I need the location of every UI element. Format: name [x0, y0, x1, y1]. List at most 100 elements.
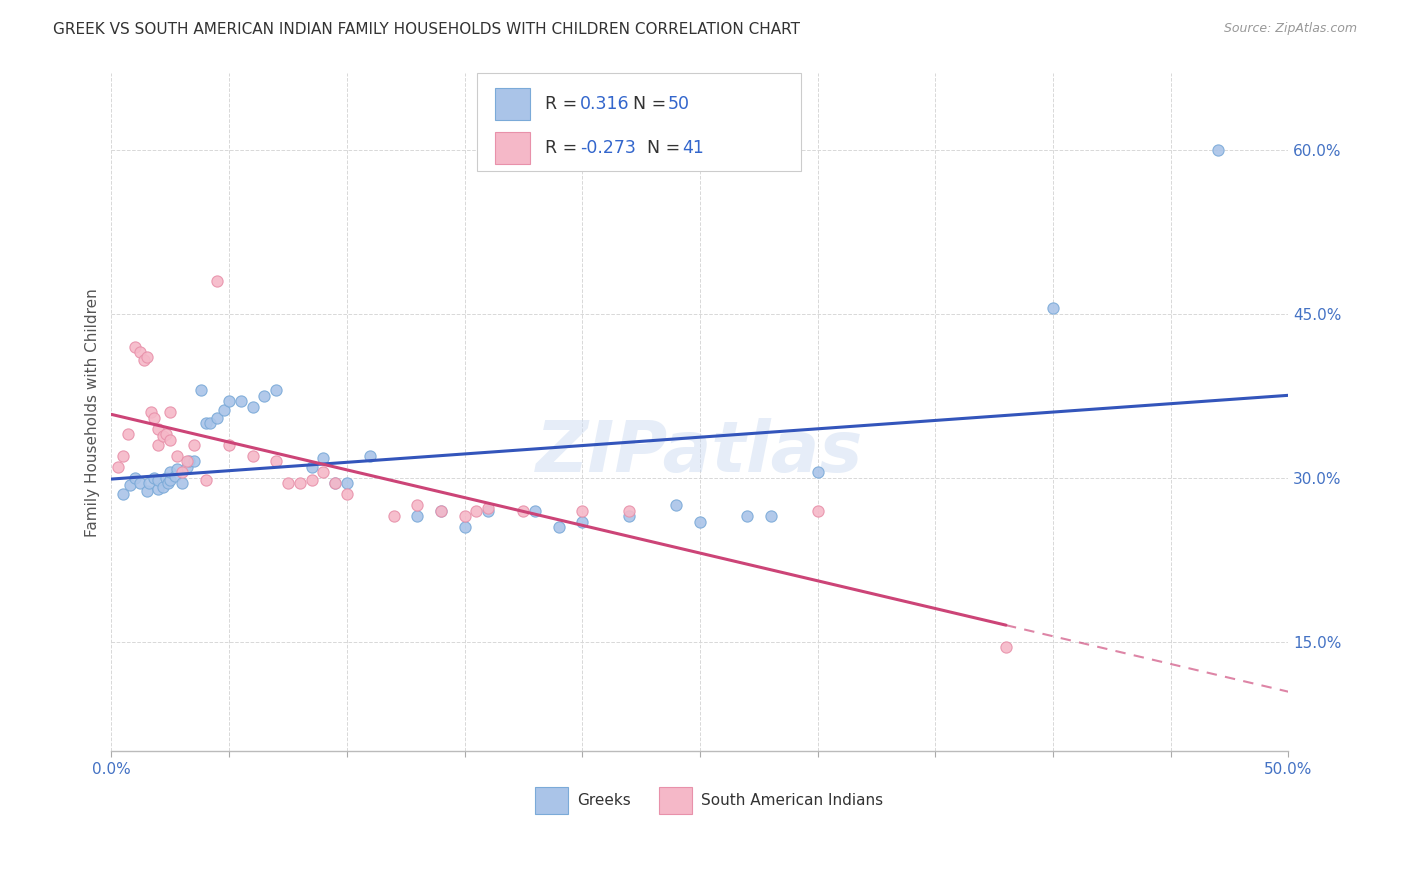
Point: [107, 459, 129, 474]
Point: [138, 476, 160, 491]
Point: [117, 427, 139, 442]
Point: [571, 515, 593, 529]
Point: [148, 421, 170, 435]
Point: [430, 503, 453, 517]
FancyBboxPatch shape: [495, 87, 530, 120]
Point: [477, 503, 499, 517]
Point: [336, 487, 359, 501]
Text: 50: 50: [668, 95, 690, 113]
FancyBboxPatch shape: [495, 131, 530, 164]
Point: [512, 503, 534, 517]
Point: [1042, 301, 1064, 316]
Point: [141, 405, 163, 419]
FancyBboxPatch shape: [536, 787, 568, 814]
Point: [124, 339, 146, 353]
Point: [453, 509, 475, 524]
Text: N =: N =: [647, 139, 681, 157]
Point: [112, 487, 135, 501]
Point: [619, 509, 641, 524]
Text: ZIPatlas: ZIPatlas: [536, 418, 863, 487]
Point: [619, 503, 641, 517]
Point: [152, 429, 174, 443]
Text: Greeks: Greeks: [578, 793, 631, 808]
Point: [128, 345, 150, 359]
Point: [264, 454, 287, 468]
Point: [176, 459, 198, 474]
Point: [807, 466, 830, 480]
Point: [190, 384, 212, 398]
Point: [524, 503, 547, 517]
Point: [277, 476, 299, 491]
Point: [312, 451, 335, 466]
Point: [156, 476, 179, 491]
Point: [120, 478, 142, 492]
Point: [142, 471, 165, 485]
Point: [264, 384, 287, 398]
Point: [242, 400, 264, 414]
Text: GREEK VS SOUTH AMERICAN INDIAN FAMILY HOUSEHOLDS WITH CHILDREN CORRELATION CHART: GREEK VS SOUTH AMERICAN INDIAN FAMILY HO…: [53, 22, 800, 37]
Point: [159, 466, 181, 480]
Point: [142, 410, 165, 425]
Text: 41: 41: [682, 139, 704, 157]
Point: [665, 498, 688, 512]
Point: [155, 471, 177, 485]
Point: [312, 466, 335, 480]
Point: [218, 438, 240, 452]
Text: -0.273: -0.273: [579, 139, 636, 157]
Point: [1206, 143, 1229, 157]
Point: [159, 473, 181, 487]
Point: [183, 454, 205, 468]
Point: [128, 476, 150, 491]
Point: [200, 416, 222, 430]
Point: [124, 471, 146, 485]
Point: [547, 520, 569, 534]
Point: [406, 498, 429, 512]
Point: [170, 466, 193, 480]
Point: [323, 476, 346, 491]
Point: [148, 438, 170, 452]
Y-axis label: Family Households with Children: Family Households with Children: [86, 288, 100, 537]
FancyBboxPatch shape: [478, 73, 801, 171]
Text: N =: N =: [633, 95, 666, 113]
Point: [148, 473, 170, 487]
Point: [152, 479, 174, 493]
Point: [453, 520, 475, 534]
Point: [477, 501, 499, 516]
Point: [807, 503, 830, 517]
Point: [689, 515, 711, 529]
Text: Source: ZipAtlas.com: Source: ZipAtlas.com: [1223, 22, 1357, 36]
Point: [176, 454, 198, 468]
Point: [994, 640, 1017, 655]
Point: [135, 483, 157, 498]
Point: [406, 509, 429, 524]
Point: [288, 476, 311, 491]
Point: [336, 476, 359, 491]
Point: [359, 449, 381, 463]
FancyBboxPatch shape: [659, 787, 692, 814]
Point: [155, 427, 177, 442]
Point: [112, 449, 135, 463]
Point: [735, 509, 758, 524]
Point: [148, 482, 170, 496]
Point: [134, 352, 156, 367]
Point: [135, 351, 157, 365]
Point: [301, 473, 323, 487]
Point: [159, 405, 181, 419]
Point: [163, 468, 186, 483]
Point: [218, 394, 240, 409]
Point: [183, 438, 205, 452]
Point: [194, 416, 217, 430]
Point: [382, 509, 405, 524]
Point: [759, 509, 782, 524]
Point: [214, 403, 236, 417]
Point: [253, 389, 276, 403]
Text: 0.316: 0.316: [579, 95, 630, 113]
Point: [166, 462, 188, 476]
Point: [194, 473, 217, 487]
Text: South American Indians: South American Indians: [702, 793, 883, 808]
Point: [301, 459, 323, 474]
Point: [207, 274, 229, 288]
Point: [170, 476, 193, 491]
Point: [207, 410, 229, 425]
Point: [159, 433, 181, 447]
